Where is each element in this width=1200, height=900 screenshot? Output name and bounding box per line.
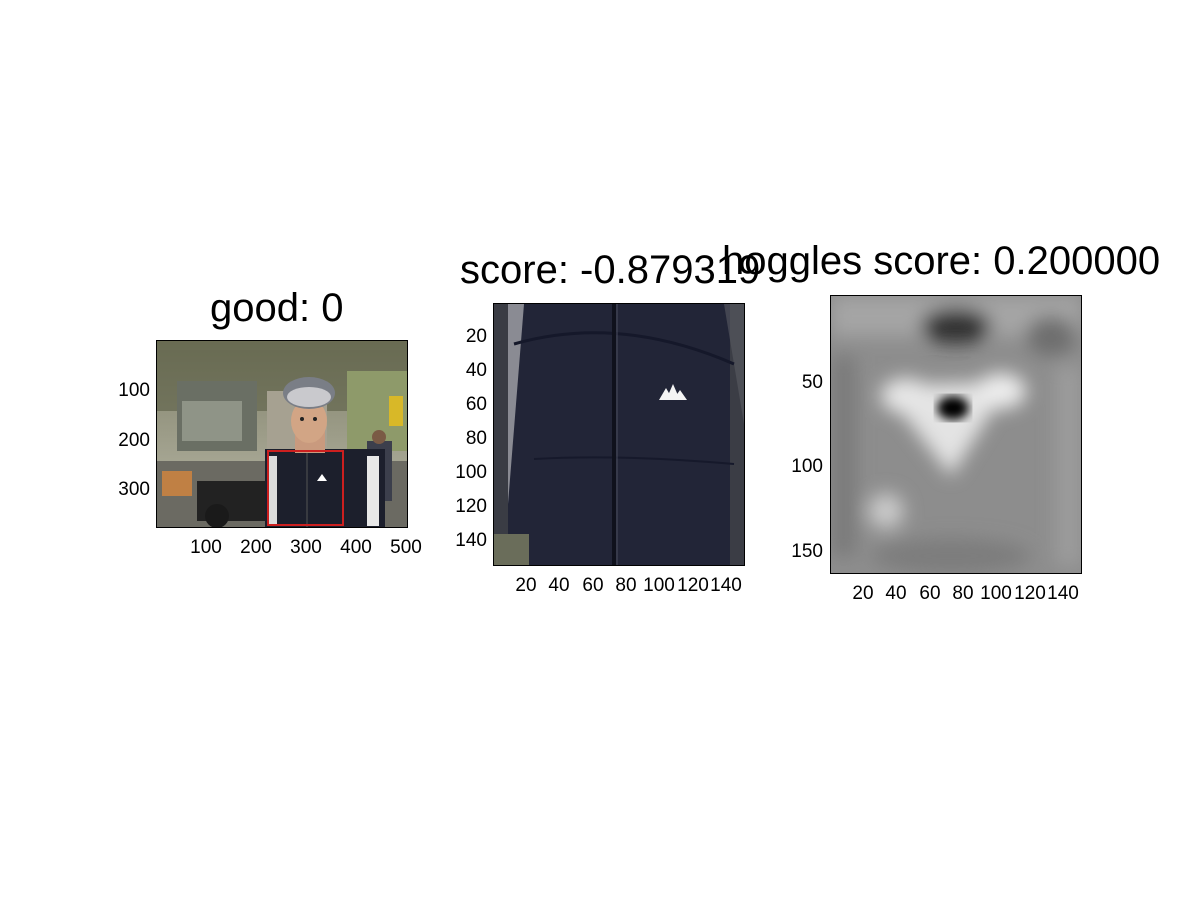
photo-image (157, 341, 407, 527)
subplot-3-axes (830, 295, 1082, 574)
subplot-1-xtick: 400 (340, 537, 372, 558)
subplot-3-ytick: 100 (791, 456, 823, 477)
subplot-3-xtick: 100 (980, 583, 1012, 604)
detection-bounding-box (267, 450, 344, 526)
subplot-2-xtick: 80 (615, 575, 637, 596)
subplot-1-ytick: 200 (118, 430, 150, 451)
subplot-2-title: score: -0.879319 (460, 248, 761, 292)
subplot-2-xtick: 40 (548, 575, 570, 596)
subplot-2-ytick: 20 (465, 326, 487, 347)
subplot-1-xtick: 300 (290, 537, 322, 558)
subplot-3-xtick: 20 (852, 583, 874, 604)
subplot-1-xtick: 100 (190, 537, 222, 558)
subplot-1-title: good: 0 (210, 286, 344, 330)
subplot-2-ytick: 120 (455, 496, 487, 517)
subplot-2-xtick: 100 (643, 575, 675, 596)
subplot-3-xtick: 40 (885, 583, 907, 604)
subplot-2-ytick: 100 (455, 462, 487, 483)
subplot-3-xtick: 120 (1014, 583, 1046, 604)
subplot-1-ytick: 300 (118, 479, 150, 500)
subplot-2-axes (493, 303, 745, 566)
subplot-3-ytick: 150 (791, 541, 823, 562)
subplot-1-xtick: 500 (390, 537, 422, 558)
jacket-crop-image (494, 304, 744, 565)
hoggles-heatmap-image (831, 296, 1081, 573)
subplot-3-xtick: 80 (952, 583, 974, 604)
subplot-2-xtick: 20 (515, 575, 537, 596)
subplot-1-xtick: 200 (240, 537, 272, 558)
subplot-1-axes (156, 340, 408, 528)
subplot-2-ytick: 40 (465, 360, 487, 381)
subplot-2-xtick: 140 (710, 575, 742, 596)
subplot-2-ytick: 140 (455, 530, 487, 551)
subplot-3-title: hoggles score: 0.200000 (722, 239, 1161, 283)
subplot-1-ytick: 100 (118, 380, 150, 401)
subplot-2-xtick: 120 (677, 575, 709, 596)
subplot-2-xtick: 60 (582, 575, 604, 596)
subplot-3-xtick: 60 (919, 583, 941, 604)
subplot-2-ytick: 60 (465, 394, 487, 415)
subplot-2-ytick: 80 (465, 428, 487, 449)
subplot-3-xtick: 140 (1047, 583, 1079, 604)
subplot-3-ytick: 50 (801, 372, 823, 393)
